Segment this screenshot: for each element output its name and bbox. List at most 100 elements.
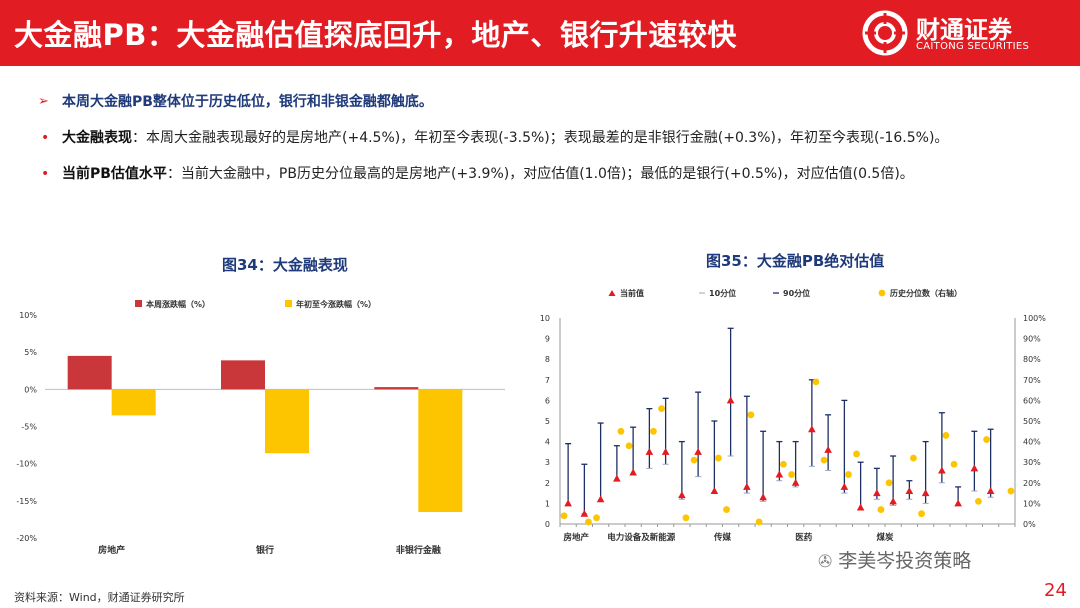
percentile-dot xyxy=(560,512,568,520)
percentile-dot xyxy=(942,432,950,439)
bullet-item-2: • 当前PB估值水平：当前大金融中，PB历史分位最高的是房地产(+3.9%)，对… xyxy=(38,164,1068,200)
x-category-label: 煤炭 xyxy=(876,532,894,543)
x-category-label: 银行 xyxy=(256,544,274,556)
y-tick-label: 0% xyxy=(24,385,37,394)
y-right-tick-label: 0% xyxy=(1023,520,1036,529)
page-number: 24 xyxy=(1044,580,1067,601)
current-value-marker xyxy=(921,489,930,497)
source-note: 资料来源：Wind，财通证券研究所 xyxy=(14,591,185,604)
percentile-dot xyxy=(853,450,860,458)
percentile-dot xyxy=(593,514,600,522)
legend-label: 10分位 xyxy=(709,288,736,298)
current-value-marker xyxy=(873,489,881,497)
bullet-item-2-body: ：当前大金融中，PB历史分位最高的是房地产(+3.9%)，对应估值(1.0倍)；… xyxy=(166,166,914,182)
percentile-dot xyxy=(585,518,592,526)
bullet-dot-icon: • xyxy=(41,166,50,182)
legend-marker xyxy=(878,289,886,297)
current-value-marker xyxy=(954,499,962,507)
bullet-dot-icon: • xyxy=(41,130,50,146)
percentile-dot xyxy=(780,460,787,468)
y-tick-label: -15% xyxy=(16,497,37,506)
bullet-item-1-text: 大金融表现：本周大金融表现最好的是房地产(+4.5%)，年初至今表现(-3.5%… xyxy=(62,128,948,148)
percentile-dot xyxy=(658,405,665,413)
legend-marker xyxy=(608,290,616,296)
percentile-dot xyxy=(812,378,820,386)
y-tick-label: -10% xyxy=(16,460,37,469)
y-tick-label: -5% xyxy=(21,423,37,432)
logo-text-en: CAITONG SECURITIES xyxy=(916,41,1030,52)
summary-bullets: ➢ 本周大金融PB整体位于历史低位，银行和非银金融都触底。 • 大金融表现：本周… xyxy=(38,92,1068,200)
bar-0-series-0 xyxy=(67,355,112,390)
y-right-tick-label: 100% xyxy=(1023,314,1046,323)
percentile-dot xyxy=(1007,487,1015,495)
y-left-tick-label: 10 xyxy=(540,314,550,323)
page-title: 大金融PB：大金融估值探底回升，地产、银行升速较快 xyxy=(14,18,737,52)
bullet-item-2-head: 当前PB估值水平 xyxy=(62,166,167,182)
y-left-tick-label: 7 xyxy=(545,376,550,385)
percentile-dot xyxy=(755,518,763,526)
percentile-dot xyxy=(650,427,657,435)
current-value-marker xyxy=(710,487,719,495)
current-value-marker xyxy=(775,470,784,478)
current-value-marker xyxy=(564,499,572,507)
percentile-dot xyxy=(682,514,690,522)
caitong-logo: 财通证券 CAITONG SECURITIES xyxy=(858,8,1058,58)
percentile-dot xyxy=(715,454,722,462)
bar-1-series-0 xyxy=(221,360,265,390)
percentile-dot xyxy=(983,436,990,443)
x-category-label: 房地产 xyxy=(98,544,125,556)
y-right-tick-label: 80% xyxy=(1023,355,1041,364)
current-value-marker xyxy=(613,474,621,482)
current-value-marker xyxy=(580,509,589,517)
figure35-title: 图35：大金融PB绝对估值 xyxy=(706,252,885,270)
current-value-marker xyxy=(726,396,735,404)
current-value-marker xyxy=(759,493,767,501)
x-category-label: 非银行金融 xyxy=(396,544,441,556)
percentile-dot xyxy=(918,510,925,518)
y-left-tick-label: 3 xyxy=(545,458,550,467)
bar-2-series-0 xyxy=(374,387,419,390)
y-left-tick-label: 6 xyxy=(545,396,550,405)
current-value-marker xyxy=(970,464,979,472)
percentile-dot xyxy=(617,427,625,435)
percentile-dot xyxy=(975,497,982,505)
bullet-main: ➢ 本周大金融PB整体位于历史低位，银行和非银金融都触底。 xyxy=(38,92,1068,128)
y-tick-label: 5% xyxy=(24,348,37,357)
chart-figure34: 10% 5% 0% -5% -10% -15% -20% 房地产 银行 非银行金融 本周涨跌幅（%）… xyxy=(16,299,505,556)
x-category-label: 医药 xyxy=(795,532,813,543)
y-left-tick-label: 4 xyxy=(545,438,550,447)
current-value-marker xyxy=(645,447,654,455)
y-right-tick-label: 50% xyxy=(1023,417,1041,426)
y-right-tick-label: 90% xyxy=(1023,335,1041,344)
legend-label: 历史分位数（右轴） xyxy=(890,288,962,298)
current-value-marker xyxy=(856,503,865,511)
current-value-marker xyxy=(629,468,637,476)
watermark-text: 李美岑投资策略 xyxy=(838,550,972,572)
bar-2-series-1 xyxy=(418,389,463,512)
y-right-tick-label: 70% xyxy=(1023,376,1041,385)
percentile-dot xyxy=(845,471,852,478)
y-tick-label: -20% xyxy=(16,534,37,543)
bullet-main-text: 本周大金融PB整体位于历史低位，银行和非银金融都触底。 xyxy=(62,94,433,110)
figure34-title: 图34：大金融表现 xyxy=(222,256,348,274)
x-category-label: 房地产 xyxy=(563,532,589,543)
y-left-tick-label: 8 xyxy=(545,355,550,364)
y-left-tick-label: 0 xyxy=(545,520,550,529)
y-right-tick-label: 20% xyxy=(1023,479,1041,488)
y-tick-label: 10% xyxy=(19,311,37,320)
legend-label: 本周涨跌幅（%） xyxy=(145,299,210,309)
percentile-dot xyxy=(625,442,633,450)
current-value-marker xyxy=(694,447,702,455)
x-category-label: 传媒 xyxy=(713,532,732,543)
percentile-dot xyxy=(885,479,893,487)
legend-label: 90分位 xyxy=(783,288,810,298)
y-right-tick-label: 30% xyxy=(1023,458,1041,467)
percentile-dot xyxy=(910,454,917,462)
y-left-tick-label: 1 xyxy=(545,499,550,508)
legend-label: 年初至今涨跌幅（%） xyxy=(296,299,376,309)
bullet-item-1-head: 大金融表现 xyxy=(62,130,132,146)
percentile-dot xyxy=(723,506,730,513)
current-value-marker xyxy=(824,445,832,453)
percentile-dot xyxy=(690,456,698,464)
percentile-dot xyxy=(747,411,755,419)
